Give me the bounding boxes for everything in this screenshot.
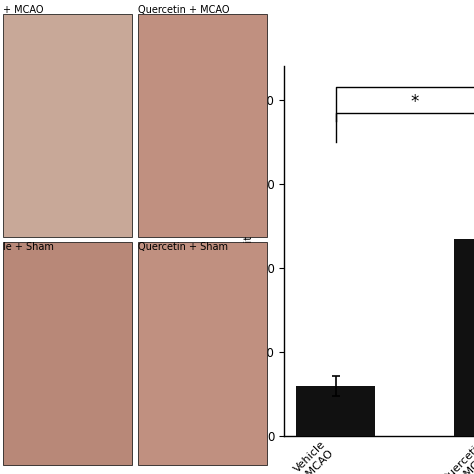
Text: + MCAO: + MCAO	[3, 5, 44, 15]
Bar	[296, 386, 375, 436]
Text: B: B	[193, 37, 209, 57]
Y-axis label: Parvalbumin-positive cells (%): Parvalbumin-positive cells (%)	[244, 167, 254, 336]
Text: Quercetin + Sham: Quercetin + Sham	[138, 242, 228, 252]
Text: *: *	[410, 93, 419, 111]
Bar	[454, 238, 474, 436]
Text: le + Sham: le + Sham	[3, 242, 54, 252]
Bar	[138, 242, 267, 465]
Text: Quercetin + MCAO: Quercetin + MCAO	[138, 5, 229, 15]
Bar	[3, 14, 132, 237]
Bar	[138, 14, 267, 237]
Bar	[3, 242, 132, 465]
